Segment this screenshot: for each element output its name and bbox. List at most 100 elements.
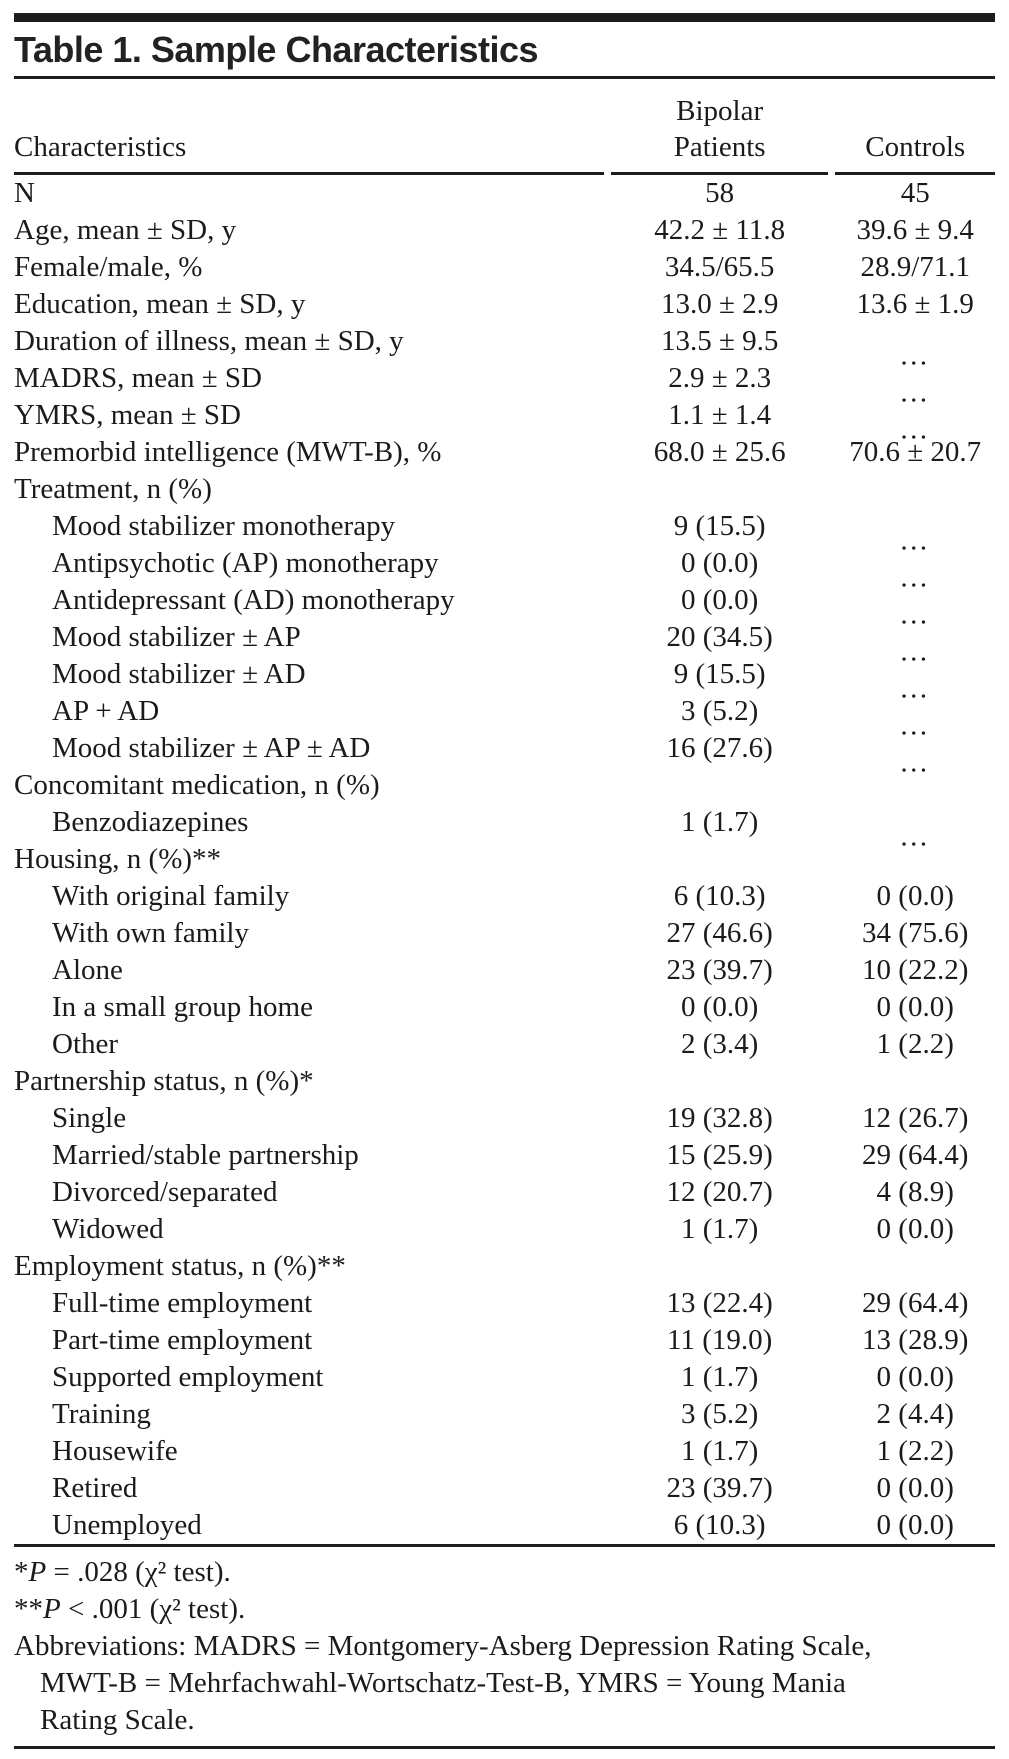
row-label: MADRS, mean ± SD — [14, 362, 262, 394]
controls-value: 0 (0.0) — [876, 1509, 954, 1541]
controls-value: 45 — [900, 177, 930, 209]
row-label: Unemployed — [52, 1509, 202, 1541]
table-row: Employment status, n (%)** — [14, 1248, 995, 1285]
row-label: Treatment, n (%) — [14, 473, 212, 505]
row-label: Housewife — [52, 1435, 178, 1467]
controls-value: … — [835, 323, 995, 372]
bipolar-patients-value: 1 (1.7) — [680, 806, 759, 838]
row-label: Benzodiazepines — [52, 806, 249, 838]
table-row: Treatment, n (%) — [14, 471, 995, 508]
bipolar-patients-value: 11 (19.0) — [667, 1324, 773, 1356]
table-row: Mood stabilizer ± AP ± AD 16 (27.6)… — [14, 730, 995, 779]
bipolar-patients-value: 0 (0.0) — [680, 991, 759, 1023]
table-row: MADRS, mean ± SD 2.9 ± 2.3… — [14, 360, 995, 409]
row-label: Single — [52, 1102, 127, 1134]
controls-value: 4 (8.9) — [876, 1176, 954, 1208]
controls-value: … — [835, 693, 995, 742]
bipolar-patients-value: 6 (10.3) — [673, 880, 766, 912]
controls-value: … — [835, 508, 995, 557]
abbreviations-line-3: Rating Scale. — [40, 1704, 195, 1736]
bipolar-patients-value: 1 (1.7) — [680, 1435, 759, 1467]
controls-value: … — [835, 804, 995, 853]
row-label: YMRS, mean ± SD — [14, 399, 241, 431]
controls-value: … — [835, 656, 995, 705]
controls-value — [835, 1063, 995, 1100]
row-label: Widowed — [52, 1213, 164, 1245]
bipolar-label-line1: Bipolar — [676, 95, 764, 127]
header-row: Characteristics Bipolar Patients Control… — [14, 79, 995, 175]
controls-value: … — [835, 397, 995, 446]
bipolar-patients-value: 20 (34.5) — [666, 621, 773, 653]
controls-value: 1 (2.2) — [876, 1435, 954, 1467]
controls-value: 10 (22.2) — [862, 954, 969, 986]
table-row: Age, mean ± SD, y 42.2 ± 11.8 39.6 ± 9.4 — [14, 212, 995, 249]
footnote-2-p: P — [43, 1593, 61, 1625]
bipolar-patients-value: 23 (39.7) — [666, 1472, 773, 1504]
bipolar-patients-value: 34.5/65.5 — [664, 251, 775, 283]
table-row: In a small group home 0 (0.0) 0 (0.0) — [14, 989, 995, 1026]
missing-value-ellipsis: … — [899, 524, 932, 557]
column-header-controls: Controls — [835, 79, 995, 175]
row-label: Mood stabilizer monotherapy — [52, 510, 396, 542]
table-row: Partnership status, n (%)* — [14, 1063, 995, 1100]
footnote-abbreviations: Abbreviations: MADRS = Montgomery-Asberg… — [14, 1628, 995, 1739]
table-row: Retired 23 (39.7) 0 (0.0) — [14, 1470, 995, 1507]
controls-value: 13 (28.9) — [862, 1324, 969, 1356]
table-row: Concomitant medication, n (%) — [14, 767, 995, 804]
missing-value-ellipsis: … — [899, 709, 932, 742]
column-header-characteristics-label: Characteristics — [14, 131, 187, 163]
controls-value: 0 (0.0) — [876, 1361, 954, 1393]
bipolar-patients-value — [611, 1248, 829, 1285]
footnote-p-001: **P < .001 (χ² test). — [14, 1591, 995, 1628]
bipolar-patients-value — [611, 1063, 829, 1100]
row-label: Employment status, n (%)** — [14, 1250, 346, 1282]
row-label: Female/male, % — [14, 251, 203, 283]
column-header-characteristics: Characteristics — [14, 79, 604, 175]
table-row: Married/stable partnership 15 (25.9) 29 (6… — [14, 1137, 995, 1174]
controls-value: … — [835, 619, 995, 668]
controls-value: 29 (64.4) — [862, 1287, 969, 1319]
bipolar-patients-value: 1.1 ± 1.4 — [668, 399, 772, 431]
bipolar-patients-value: 1 (1.7) — [680, 1361, 759, 1393]
column-header-bipolar-patients: Bipolar Patients — [610, 79, 829, 175]
row-label: Premorbid intelligence (MWT-B), % — [14, 436, 442, 468]
table-row: N 58 45 — [14, 175, 995, 212]
missing-value-ellipsis: … — [899, 413, 932, 446]
row-label: With own family — [52, 917, 249, 949]
footnote-1-p: P — [28, 1556, 47, 1588]
abbreviations-line-2: MWT-B = Mehrfachwahl-Wortschatz-Test-B, … — [40, 1667, 846, 1699]
row-label: Part-time employment — [52, 1324, 313, 1356]
row-label: Retired — [52, 1472, 138, 1504]
controls-value: 0 (0.0) — [876, 880, 954, 912]
controls-value: … — [835, 545, 995, 594]
table-row: Single 19 (32.8) 12 (26.7) — [14, 1100, 995, 1137]
table-row: Alone 23 (39.7) 10 (22.2) — [14, 952, 995, 989]
row-label: Antipsychotic (AP) monotherapy — [52, 547, 439, 579]
controls-value: 28.9/71.1 — [860, 251, 970, 283]
bipolar-patients-value: 19 (32.8) — [666, 1102, 773, 1134]
table-row: Unemployed 6 (10.3) 0 (0.0) — [14, 1507, 995, 1544]
row-label: Partnership status, n (%)* — [14, 1065, 314, 1097]
footnote-p-028: *P = .028 (χ² test). — [14, 1554, 995, 1591]
row-label: Alone — [52, 954, 123, 986]
table-row: Mood stabilizer monotherapy 9 (15.5)… — [14, 508, 995, 557]
missing-value-ellipsis: … — [899, 561, 932, 594]
table-row: Supported employment 1 (1.7) 0 (0.0) — [14, 1359, 995, 1396]
row-label: Other — [52, 1028, 119, 1060]
row-label: Housing, n (%)** — [14, 843, 222, 875]
bipolar-patients-value: 9 (15.5) — [673, 658, 766, 690]
row-label: Mood stabilizer ± AP ± AD — [52, 732, 371, 764]
bipolar-patients-value: 0 (0.0) — [680, 547, 759, 579]
controls-value: … — [835, 360, 995, 409]
bipolar-patients-value: 6 (10.3) — [673, 1509, 766, 1541]
controls-value: 70.6 ± 20.7 — [849, 436, 982, 468]
row-label: In a small group home — [52, 991, 313, 1023]
controls-value — [835, 471, 995, 508]
bipolar-patients-value — [611, 841, 829, 878]
row-label: Training — [52, 1398, 151, 1430]
abbreviations-line-1: Abbreviations: MADRS = Montgomery-Asberg… — [14, 1630, 872, 1662]
footnote-1-marker: * — [14, 1556, 29, 1588]
table-row: Widowed 1 (1.7) 0 (0.0) — [14, 1211, 995, 1248]
table-row: Housing, n (%)** — [14, 841, 995, 878]
